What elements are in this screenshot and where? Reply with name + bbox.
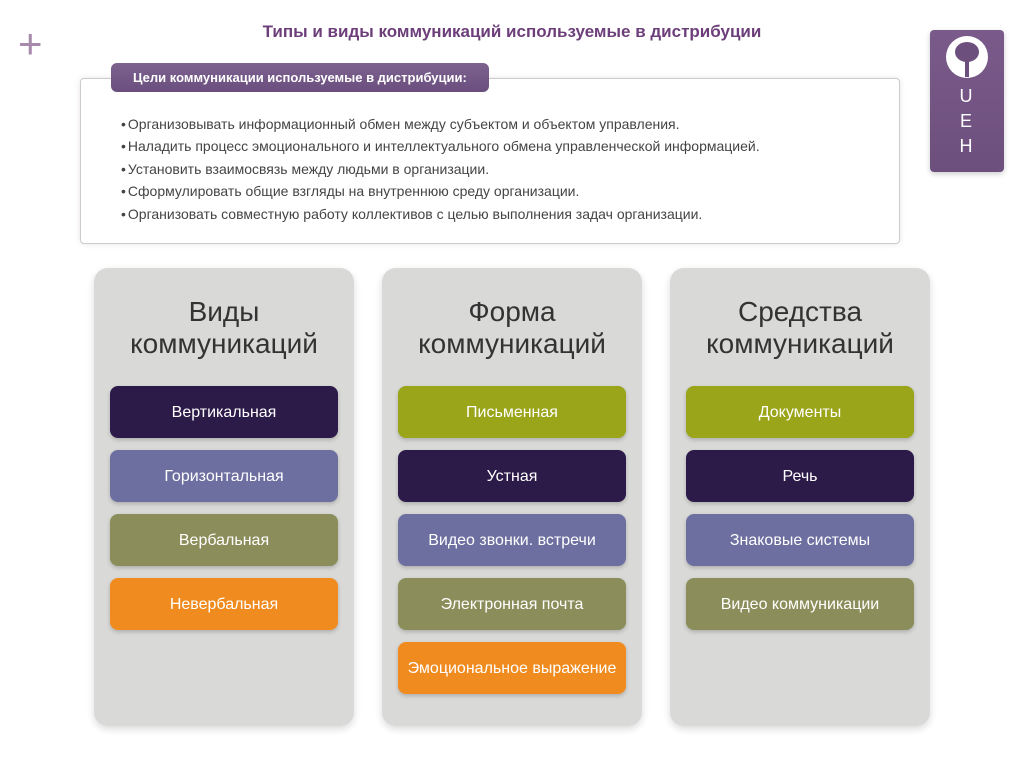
goals-tab-label: Цели коммуникации используемые в дистриб…: [111, 63, 489, 92]
logo-letters: U E H: [930, 84, 1004, 160]
pill: Вертикальная: [110, 386, 338, 438]
column-types: Виды коммуникаций Вертикальная Горизонта…: [94, 268, 354, 726]
pill: Знаковые системы: [686, 514, 914, 566]
plus-decor: +: [18, 20, 43, 68]
goals-item: Организовывать информационный обмен межд…: [121, 113, 869, 135]
goals-panel: Цели коммуникации используемые в дистриб…: [80, 78, 900, 244]
goals-item: Организовать совместную работу коллектив…: [121, 203, 869, 225]
pill: Горизонтальная: [110, 450, 338, 502]
pill: Видео звонки. встречи: [398, 514, 626, 566]
pill: Вербальная: [110, 514, 338, 566]
logo-letter: U: [930, 84, 1004, 109]
goals-item: Наладить процесс эмоционального и интелл…: [121, 135, 869, 157]
page-title: Типы и виды коммуникаций используемые в …: [0, 0, 1024, 60]
logo-badge: U E H: [930, 30, 1004, 172]
pill: Речь: [686, 450, 914, 502]
pill: Электронная почта: [398, 578, 626, 630]
goals-item: Установить взаимосвязь между людьми в ор…: [121, 158, 869, 180]
pill: Эмоциональное выражение: [398, 642, 626, 694]
column-title: Форма коммуникаций: [398, 286, 626, 386]
column-title: Средства коммуникаций: [686, 286, 914, 386]
columns-row: Виды коммуникаций Вертикальная Горизонта…: [0, 268, 1024, 726]
goals-item: Сформулировать общие взгляды на внутренн…: [121, 180, 869, 202]
pill: Письменная: [398, 386, 626, 438]
pill: Документы: [686, 386, 914, 438]
pill: Устная: [398, 450, 626, 502]
logo-letter: H: [930, 134, 1004, 159]
tree-icon: [946, 36, 988, 78]
pill: Невербальная: [110, 578, 338, 630]
column-title: Виды коммуникаций: [110, 286, 338, 386]
goals-list: Организовывать информационный обмен межд…: [121, 113, 869, 225]
pill: Видео коммуникации: [686, 578, 914, 630]
column-means: Средства коммуникаций Документы Речь Зна…: [670, 268, 930, 726]
column-forms: Форма коммуникаций Письменная Устная Вид…: [382, 268, 642, 726]
logo-letter: E: [930, 109, 1004, 134]
